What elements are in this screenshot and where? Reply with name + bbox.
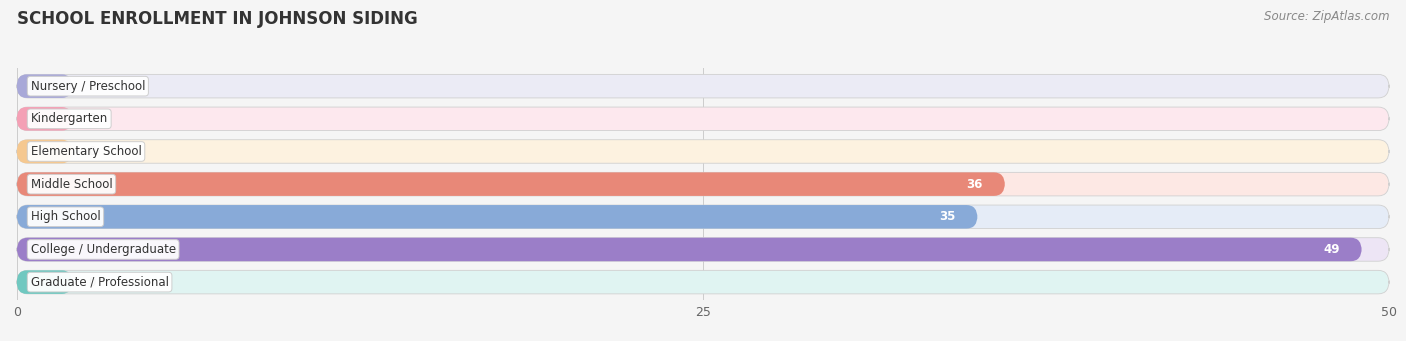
Text: Middle School: Middle School (31, 178, 112, 191)
FancyBboxPatch shape (17, 238, 1389, 261)
Text: 49: 49 (1323, 243, 1340, 256)
Text: College / Undergraduate: College / Undergraduate (31, 243, 176, 256)
FancyBboxPatch shape (17, 270, 72, 294)
FancyBboxPatch shape (17, 74, 1389, 98)
FancyBboxPatch shape (17, 173, 1389, 196)
FancyBboxPatch shape (17, 270, 1389, 294)
FancyBboxPatch shape (17, 205, 977, 228)
FancyBboxPatch shape (17, 205, 1389, 228)
Text: 35: 35 (939, 210, 956, 223)
Text: Kindergarten: Kindergarten (31, 112, 108, 125)
FancyBboxPatch shape (17, 140, 72, 163)
FancyBboxPatch shape (17, 74, 72, 98)
Text: SCHOOL ENROLLMENT IN JOHNSON SIDING: SCHOOL ENROLLMENT IN JOHNSON SIDING (17, 10, 418, 28)
FancyBboxPatch shape (17, 140, 1389, 163)
Text: Source: ZipAtlas.com: Source: ZipAtlas.com (1264, 10, 1389, 23)
FancyBboxPatch shape (17, 107, 1389, 131)
Text: 0: 0 (89, 112, 96, 125)
FancyBboxPatch shape (17, 107, 72, 131)
Text: 36: 36 (966, 178, 983, 191)
Text: 0: 0 (89, 276, 96, 288)
FancyBboxPatch shape (17, 238, 1361, 261)
Text: Nursery / Preschool: Nursery / Preschool (31, 80, 145, 93)
Text: Graduate / Professional: Graduate / Professional (31, 276, 169, 288)
Text: High School: High School (31, 210, 100, 223)
Text: 0: 0 (89, 80, 96, 93)
Text: 0: 0 (89, 145, 96, 158)
Text: Elementary School: Elementary School (31, 145, 142, 158)
FancyBboxPatch shape (17, 173, 1005, 196)
